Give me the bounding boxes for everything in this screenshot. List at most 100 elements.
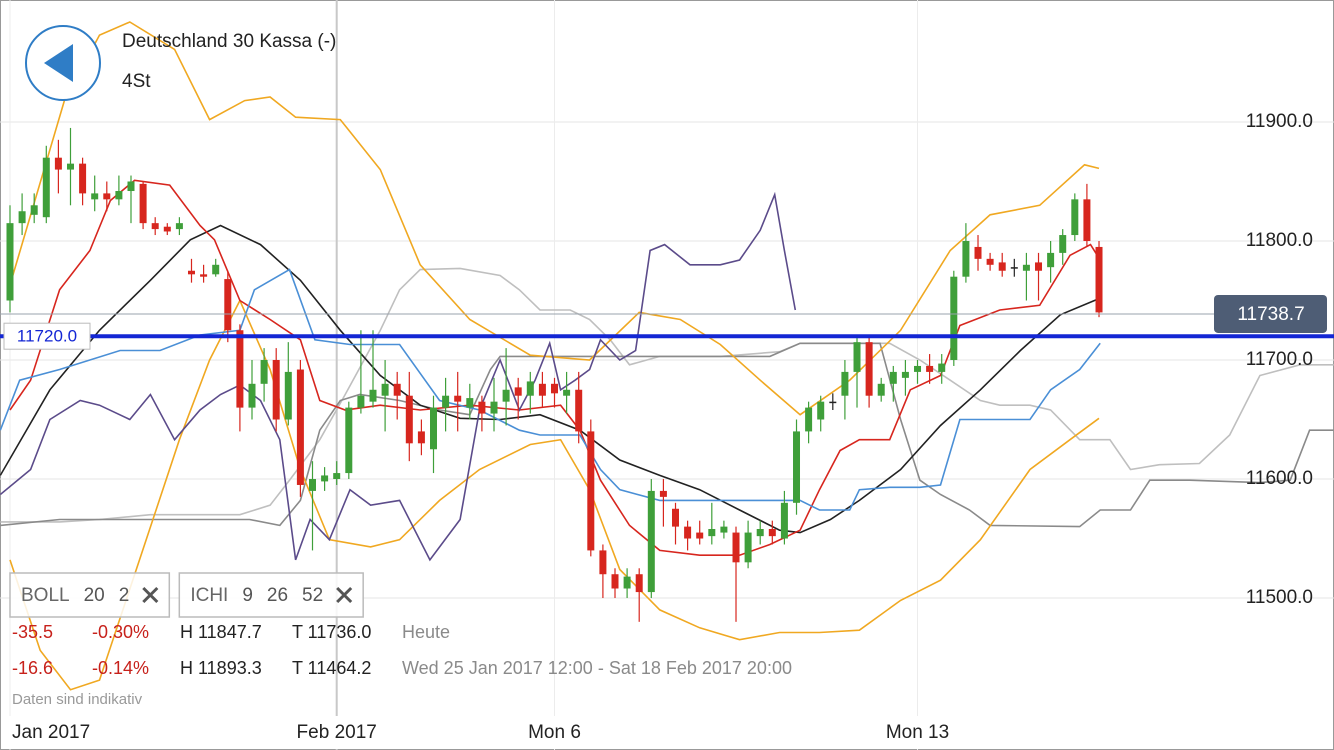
- x-tick-label: Mon 13: [886, 722, 949, 743]
- candle-body: [914, 365, 922, 372]
- legend: BOLL 20 2 ICHI 9 26 52 -35.5 -0.30% H 11847.7 T 11…: [9, 572, 792, 708]
- candle-body: [115, 191, 123, 200]
- y-tick-label: 11800.0: [1246, 230, 1313, 251]
- candle-body: [236, 330, 244, 408]
- indicator-chip[interactable]: ICHI 9 26 52: [178, 572, 364, 618]
- back-arrow[interactable]: [44, 44, 73, 82]
- chart-title: Deutschland 30 Kassa (-): [122, 31, 336, 52]
- candle-body: [732, 532, 740, 563]
- stat-change: -35.5: [12, 622, 53, 642]
- candle-body: [502, 389, 510, 402]
- candle-body: [1071, 199, 1079, 236]
- candle-body: [756, 528, 764, 537]
- candle-body: [647, 490, 655, 593]
- stat-low: T 11736.0: [292, 622, 371, 642]
- candle-body: [454, 395, 462, 402]
- candle-body: [526, 381, 534, 396]
- level-label-box: [3, 322, 91, 350]
- candle-body: [369, 389, 377, 402]
- indicator-chip[interactable]: BOLL 20 2: [9, 572, 171, 618]
- y-tick-label: 11500.0: [1246, 587, 1313, 608]
- candle-body: [200, 274, 208, 277]
- back-button[interactable]: [25, 25, 101, 101]
- candle-body: [974, 246, 982, 259]
- x-tick-bg: [522, 716, 587, 749]
- indicator-line: [9, 21, 1100, 416]
- candle-body: [877, 383, 885, 396]
- candle-body: [551, 383, 559, 394]
- candle-body: [127, 181, 135, 192]
- indicator-param: 2: [119, 585, 130, 606]
- candle-body: [42, 157, 50, 218]
- candle-body: [466, 398, 474, 408]
- indicator-line: [0, 268, 1101, 511]
- stat-period: Wed 25 Jan 2017 12:00 - Sat 18 Feb 2017 …: [402, 658, 792, 678]
- y-tick-label: 11700.0: [1246, 349, 1313, 370]
- candle-body: [659, 490, 667, 497]
- chip-box[interactable]: [9, 572, 171, 618]
- candle-body: [430, 407, 438, 450]
- candle-body: [54, 157, 62, 170]
- chip-box[interactable]: [178, 572, 364, 618]
- candle-body: [103, 193, 111, 200]
- y-tick-label: 11600.0: [1246, 468, 1313, 489]
- chip-close[interactable]: [336, 586, 353, 604]
- candle-body: [829, 401, 837, 404]
- level-label: 11720.0: [17, 327, 77, 346]
- candle-body: [962, 240, 970, 277]
- indicator-param: 26: [267, 585, 288, 606]
- indicator-param: 9: [242, 585, 253, 606]
- overlays: 11500.0 11600.0 11700.0 11800.0 11900.0 Jan 2…: [0, 111, 1334, 749]
- indicator-name: ICHI: [190, 585, 228, 606]
- candle-body: [841, 371, 849, 396]
- stat-low: T 11464.2: [292, 658, 371, 678]
- stat-high: H 11847.7: [180, 622, 262, 642]
- candle-body: [696, 532, 704, 539]
- candle-body: [538, 383, 546, 396]
- indicator-param: 52: [302, 585, 323, 606]
- candle-body: [926, 365, 934, 372]
- candle-body: [187, 270, 195, 275]
- candle-body: [272, 360, 280, 420]
- candle-body: [79, 163, 87, 194]
- x-tick-bg: [879, 716, 956, 749]
- candle-body: [248, 383, 256, 408]
- candle-body: [575, 389, 583, 432]
- candle-body: [345, 407, 353, 474]
- indicator-line: [9, 298, 1100, 691]
- y-tick-label: 11900.0: [1246, 111, 1313, 132]
- candle-body: [998, 262, 1006, 271]
- candle-body: [901, 371, 909, 378]
- candle-body: [417, 431, 425, 444]
- stat-pct: -0.14%: [92, 658, 149, 678]
- candle-body: [853, 342, 861, 372]
- candle-body: [817, 401, 825, 420]
- candle-body: [30, 205, 38, 215]
- candle-body: [1095, 246, 1103, 313]
- candle-body: [1022, 264, 1030, 271]
- candle-body: [91, 193, 99, 200]
- candle-body: [514, 387, 522, 396]
- candle-body: [1010, 267, 1018, 269]
- candle-body: [635, 574, 643, 593]
- candle-body: [865, 342, 873, 396]
- indicator-param: 20: [84, 585, 105, 606]
- candle-body: [563, 389, 571, 396]
- candle-body: [66, 163, 74, 170]
- candle-body: [950, 276, 958, 361]
- chip-close[interactable]: [142, 586, 159, 604]
- candle-body: [684, 526, 692, 539]
- candle-body: [224, 279, 232, 331]
- candle-body: [768, 528, 776, 537]
- candle-body: [720, 526, 728, 533]
- candle-body: [780, 502, 788, 539]
- candle-body: [599, 550, 607, 575]
- candle-body: [18, 211, 26, 224]
- candle-body: [333, 473, 341, 480]
- indicator-name: BOLL: [21, 585, 70, 606]
- candle-body: [889, 371, 897, 384]
- candle-body: [321, 475, 329, 482]
- stat-pct: -0.30%: [92, 622, 149, 642]
